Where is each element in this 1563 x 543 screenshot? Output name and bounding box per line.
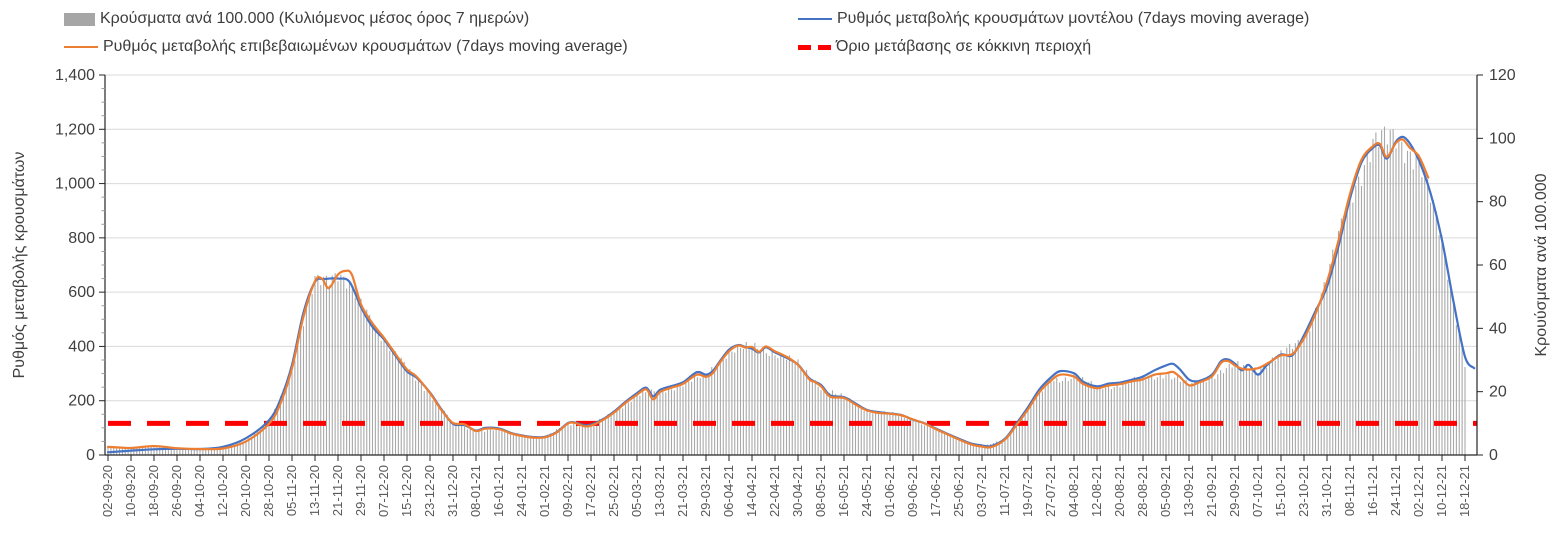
svg-text:01-02-21: 01-02-21 [537,465,552,517]
svg-text:09-06-21: 09-06-21 [905,465,920,517]
svg-text:200: 200 [68,393,95,410]
svg-text:05-09-21: 05-09-21 [1158,465,1173,517]
svg-text:10-12-21: 10-12-21 [1434,465,1449,517]
svg-text:40: 40 [1489,320,1507,337]
svg-text:21-09-21: 21-09-21 [1204,465,1219,517]
line-swatch-blue [798,18,832,20]
svg-text:20-08-21: 20-08-21 [1112,465,1127,517]
svg-text:04-08-21: 04-08-21 [1066,465,1081,517]
svg-text:60: 60 [1489,257,1507,274]
svg-text:120: 120 [1489,67,1516,84]
svg-text:1,000: 1,000 [55,176,95,193]
svg-text:13-03-21: 13-03-21 [652,465,667,517]
legend-label-confirmed-line: Ρυθμός μεταβολής επιβεβαιωμένων κρουσμάτ… [103,38,628,55]
svg-text:05-03-21: 05-03-21 [629,465,644,517]
svg-text:29-03-21: 29-03-21 [698,465,713,517]
svg-text:07-10-21: 07-10-21 [1250,465,1265,517]
svg-text:21-03-21: 21-03-21 [675,465,690,517]
svg-text:31-10-21: 31-10-21 [1319,465,1334,517]
svg-text:21-11-20: 21-11-20 [330,465,345,516]
svg-text:13-11-20: 13-11-20 [307,465,322,516]
svg-text:09-02-21: 09-02-21 [560,465,575,517]
svg-text:0: 0 [86,447,95,464]
svg-text:0: 0 [1489,447,1498,464]
svg-text:29-09-21: 29-09-21 [1227,465,1242,517]
svg-text:24-11-21: 24-11-21 [1388,465,1403,516]
legend-label-model-line: Ρυθμός μεταβολής κρουσμάτων μοντέλου (7d… [837,10,1310,27]
svg-text:18-12-21: 18-12-21 [1457,465,1472,517]
legend-label-threshold: Όριο μετάβασης σε κόκκινη περιοχή [836,38,1092,55]
svg-text:02-09-20: 02-09-20 [100,465,115,517]
svg-text:28-08-21: 28-08-21 [1135,465,1150,517]
svg-text:16-11-21: 16-11-21 [1365,465,1380,516]
svg-text:25-06-21: 25-06-21 [951,465,966,517]
svg-text:28-10-20: 28-10-20 [261,465,276,517]
svg-text:23-12-20: 23-12-20 [422,465,437,517]
svg-text:08-11-21: 08-11-21 [1342,465,1357,516]
svg-text:800: 800 [68,230,95,247]
svg-text:17-06-21: 17-06-21 [928,465,943,517]
svg-text:20: 20 [1489,384,1507,401]
svg-text:31-12-20: 31-12-20 [445,465,460,517]
svg-text:24-01-21: 24-01-21 [514,465,529,517]
svg-text:30-04-21: 30-04-21 [790,465,805,517]
svg-text:19-07-21: 19-07-21 [1020,465,1035,517]
svg-text:80: 80 [1489,194,1507,211]
line-swatch-orange [64,46,98,48]
dashed-swatch-red [798,44,831,50]
svg-text:400: 400 [68,338,95,355]
svg-text:16-01-21: 16-01-21 [491,465,506,517]
svg-text:03-07-21: 03-07-21 [974,465,989,517]
svg-text:02-12-21: 02-12-21 [1411,465,1426,517]
svg-text:01-06-21: 01-06-21 [882,465,897,517]
svg-text:11-07-21: 11-07-21 [997,465,1012,516]
svg-text:600: 600 [68,284,95,301]
legend-item-model-line: Ρυθμός μεταβολής κρουσμάτων μοντέλου (7d… [798,10,1309,28]
legend-item-confirmed-line: Ρυθμός μεταβολής επιβεβαιωμένων κρουσμάτ… [64,38,628,56]
left-axis-title: Ρυθμός μεταβολής κρουσμάτων [11,152,28,379]
svg-text:06-04-21: 06-04-21 [721,465,736,517]
svg-text:29-11-20: 29-11-20 [353,465,368,516]
svg-text:17-02-21: 17-02-21 [583,465,598,517]
legend-item-threshold: Όριο μετάβασης σε κόκκινη περιοχή [798,38,1091,56]
svg-text:22-04-21: 22-04-21 [767,465,782,517]
svg-text:12-10-20: 12-10-20 [215,465,230,517]
legend-item-cases-bars: Κρούσματα ανά 100.000 (Κυλιόμενος μέσος … [64,10,529,28]
svg-text:18-09-20: 18-09-20 [146,465,161,517]
svg-text:20-10-20: 20-10-20 [238,465,253,517]
svg-text:1,400: 1,400 [55,67,95,84]
svg-text:15-12-20: 15-12-20 [399,465,414,517]
bar-swatch-gray [64,12,95,26]
svg-text:08-05-21: 08-05-21 [813,465,828,517]
svg-text:12-08-21: 12-08-21 [1089,465,1104,517]
svg-text:15-10-21: 15-10-21 [1273,465,1288,517]
svg-text:04-10-20: 04-10-20 [192,465,207,517]
right-axis-title: Κρουύσματα ανά 100.000 [1533,173,1550,356]
svg-text:16-05-21: 16-05-21 [836,465,851,517]
svg-text:08-01-21: 08-01-21 [468,465,483,517]
svg-text:100: 100 [1489,130,1516,147]
svg-text:27-07-21: 27-07-21 [1043,465,1058,517]
svg-text:24-05-21: 24-05-21 [859,465,874,517]
svg-text:05-11-20: 05-11-20 [284,465,299,516]
svg-text:10-09-20: 10-09-20 [123,465,138,517]
svg-text:26-09-20: 26-09-20 [169,465,184,517]
svg-text:07-12-20: 07-12-20 [376,465,391,517]
svg-text:1,200: 1,200 [55,121,95,138]
svg-text:23-10-21: 23-10-21 [1296,465,1311,517]
svg-text:14-04-21: 14-04-21 [744,465,759,517]
legend-label-cases-bars: Κρούσματα ανά 100.000 (Κυλιόμενος μέσος … [100,10,530,27]
svg-text:25-02-21: 25-02-21 [606,465,621,517]
svg-text:13-09-21: 13-09-21 [1181,465,1196,517]
